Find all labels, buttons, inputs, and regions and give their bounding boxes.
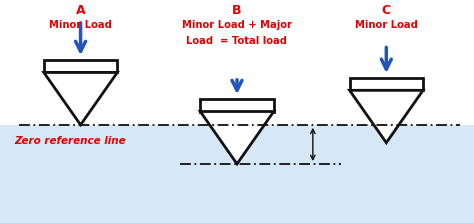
Text: Minor Load: Minor Load <box>49 20 112 30</box>
Text: Load  = Total load: Load = Total load <box>186 36 288 46</box>
Bar <box>349 78 423 90</box>
Text: C: C <box>382 4 391 17</box>
Polygon shape <box>200 112 274 164</box>
Bar <box>0 125 474 223</box>
Polygon shape <box>349 90 423 143</box>
Text: Minor Load: Minor Load <box>355 20 418 30</box>
Text: Minor Load + Major: Minor Load + Major <box>182 20 292 30</box>
Text: Zero reference line: Zero reference line <box>14 136 126 146</box>
Polygon shape <box>44 72 117 125</box>
Bar <box>44 60 117 72</box>
Text: B: B <box>232 4 242 17</box>
Bar <box>0 0 474 125</box>
Text: A: A <box>76 4 85 17</box>
Bar <box>200 99 274 112</box>
